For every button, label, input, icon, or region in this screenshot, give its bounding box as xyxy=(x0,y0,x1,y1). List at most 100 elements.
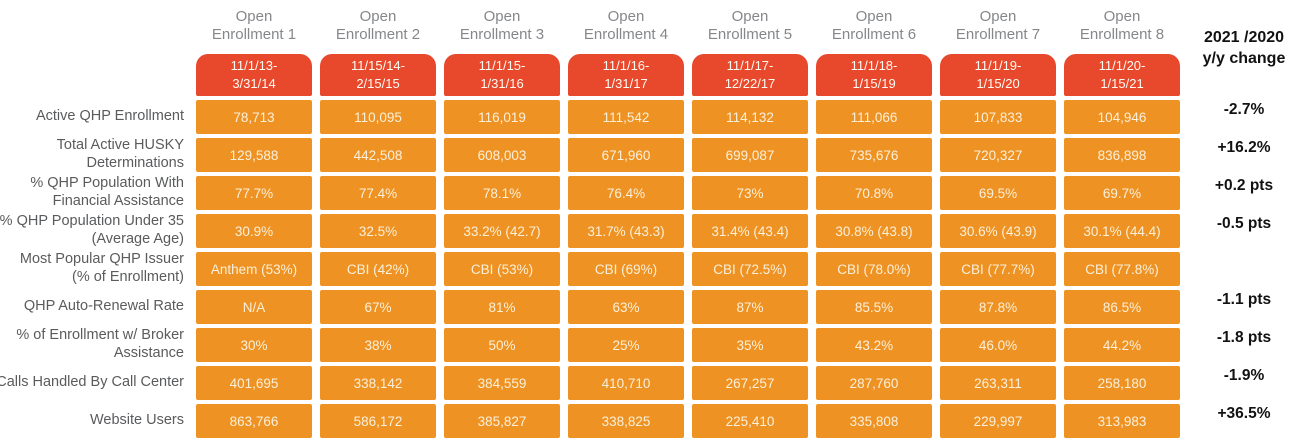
date-line: 11/1/15- xyxy=(478,58,526,74)
date-range-oe2: 11/15/14- 2/15/15 xyxy=(320,54,436,96)
yy-change-value: -1.1 pts xyxy=(1216,291,1272,308)
table-cell: CBI (78.0%) xyxy=(816,252,932,286)
table-cell: 671,960 xyxy=(568,138,684,172)
table-cell: CBI (72.5%) xyxy=(692,252,808,286)
table-cell: 287,760 xyxy=(816,366,932,400)
table-cell: 335,808 xyxy=(816,404,932,438)
table-cell: 78.1% xyxy=(444,176,560,210)
table-cell: 111,066 xyxy=(816,100,932,134)
row-label-most-popular-issuer: Most Popular QHP Issuer (% of Enrollment) xyxy=(0,251,188,286)
row-label-line: Active QHP Enrollment xyxy=(35,108,184,125)
table-cell: 32.5% xyxy=(320,214,436,248)
row-label-active-qhp-enrollment: Active QHP Enrollment xyxy=(0,100,188,134)
date-range-oe5: 11/1/17- 12/22/17 xyxy=(692,54,808,96)
row-label-line: Financial Assistance xyxy=(52,193,184,209)
yy-change-value: -1.8 pts xyxy=(1216,329,1272,346)
table-cell: CBI (42%) xyxy=(320,252,436,286)
table-cell: 267,257 xyxy=(692,366,808,400)
table-cell: 77.4% xyxy=(320,176,436,210)
column-header-oe1: Open Enrollment 1 xyxy=(211,7,297,43)
table-cell: 63% xyxy=(568,290,684,324)
table-cell: CBI (53%) xyxy=(444,252,560,286)
table-cell: 107,833 xyxy=(940,100,1056,134)
table-cell: 73% xyxy=(692,176,808,210)
table-cell: 313,983 xyxy=(1064,404,1180,438)
table-cell: 442,508 xyxy=(320,138,436,172)
table-cell: 410,710 xyxy=(568,366,684,400)
table-cell: 35% xyxy=(692,328,808,362)
table-cell: 69.5% xyxy=(940,176,1056,210)
date-line: 1/31/17 xyxy=(604,76,648,91)
date-range-oe1: 11/1/13- 3/31/14 xyxy=(196,54,312,96)
table-cell: 30% xyxy=(196,328,312,362)
table-cell: 104,946 xyxy=(1064,100,1180,134)
table-cell: 863,766 xyxy=(196,404,312,438)
table-cell: N/A xyxy=(196,290,312,324)
column-header-oe7: Open Enrollment 7 xyxy=(955,7,1041,43)
yy-change-header-line1: 2021 /2020 xyxy=(1203,29,1285,47)
table-cell: 229,997 xyxy=(940,404,1056,438)
row-label-pct-financial-assistance: % QHP Population With Financial Assistanc… xyxy=(0,175,188,210)
yy-change-header: 2021 /2020 y/y change xyxy=(1188,2,1300,96)
table-cell: 30.6% (43.9) xyxy=(940,214,1056,248)
table-cell: CBI (77.7%) xyxy=(940,252,1056,286)
row-label-line: % QHP Population With xyxy=(30,175,184,192)
row-label-line: Determinations xyxy=(86,155,184,171)
table-cell: 86.5% xyxy=(1064,290,1180,324)
table-cell: 33.2% (42.7) xyxy=(444,214,560,248)
table-cell: 338,825 xyxy=(568,404,684,438)
table-cell: 263,311 xyxy=(940,366,1056,400)
yy-change-value: +36.5% xyxy=(1217,405,1271,422)
table-cell: 30.9% xyxy=(196,214,312,248)
table-cell: 110,095 xyxy=(320,100,436,134)
table-cell: 38% xyxy=(320,328,436,362)
date-line: 11/1/18- xyxy=(850,58,898,74)
row-label-line: Total Active HUSKY xyxy=(56,137,184,154)
table-cell: 69.7% xyxy=(1064,176,1180,210)
table-cell: 30.8% (43.8) xyxy=(816,214,932,248)
table-cell: 116,019 xyxy=(444,100,560,134)
date-range-oe4: 11/1/16- 1/31/17 xyxy=(568,54,684,96)
date-line: 1/31/16 xyxy=(480,76,524,91)
yy-change-value: +0.2 pts xyxy=(1214,177,1274,194)
corner-spacer xyxy=(0,2,188,50)
table-cell: 401,695 xyxy=(196,366,312,400)
row-label-line: Website Users xyxy=(89,412,184,429)
table-cell: 67% xyxy=(320,290,436,324)
table-cell: 384,559 xyxy=(444,366,560,400)
date-line: 2/15/15 xyxy=(356,76,400,91)
table-cell: 31.4% (43.4) xyxy=(692,214,808,248)
yy-change-value: -0.5 pts xyxy=(1216,215,1272,232)
date-line: 11/15/14- xyxy=(351,58,405,74)
table-cell: 25% xyxy=(568,328,684,362)
row-label-calls-handled: Calls Handled By Call Center xyxy=(0,366,188,400)
table-cell: 85.5% xyxy=(816,290,932,324)
table-cell: 70.8% xyxy=(816,176,932,210)
column-header-oe3: Open Enrollment 3 xyxy=(459,7,545,43)
table-cell: 385,827 xyxy=(444,404,560,438)
table-cell: 225,410 xyxy=(692,404,808,438)
table-cell: 30.1% (44.4) xyxy=(1064,214,1180,248)
row-label-line: % of Enrollment w/ Broker xyxy=(16,327,184,344)
row-label-line: QHP Auto-Renewal Rate xyxy=(23,298,184,315)
date-line: 1/15/21 xyxy=(1100,76,1144,91)
table-cell: 111,542 xyxy=(568,100,684,134)
date-line: 11/1/17- xyxy=(726,58,774,74)
table-cell: 81% xyxy=(444,290,560,324)
yy-change-header-line2: y/y change xyxy=(1202,50,1286,67)
table-cell: 338,142 xyxy=(320,366,436,400)
table-cell: 114,132 xyxy=(692,100,808,134)
row-label-line: Calls Handled By Call Center xyxy=(0,374,184,391)
date-line: 1/15/20 xyxy=(976,76,1020,91)
table-cell: 129,588 xyxy=(196,138,312,172)
row-label-pct-under-35: % QHP Population Under 35 (Average Age) xyxy=(0,213,188,248)
column-header-oe2: Open Enrollment 2 xyxy=(335,7,421,43)
table-cell: 31.7% (43.3) xyxy=(568,214,684,248)
date-line: 12/22/17 xyxy=(724,76,776,91)
table-cell: 735,676 xyxy=(816,138,932,172)
table-cell: CBI (69%) xyxy=(568,252,684,286)
date-range-oe7: 11/1/19- 1/15/20 xyxy=(940,54,1056,96)
column-header-oe4: Open Enrollment 4 xyxy=(583,7,669,43)
